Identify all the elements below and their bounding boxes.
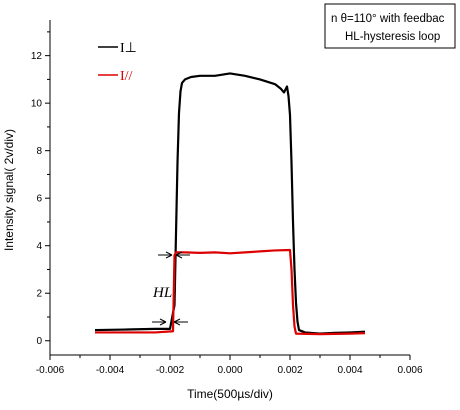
y-tick-label: 4 [36, 241, 42, 252]
x-axis-title: Time(500µs/div) [187, 387, 273, 401]
legend-label-par: I// [120, 69, 133, 84]
y-tick-label: 12 [31, 51, 43, 62]
note-line-1: n θ=110° with feedbac [331, 13, 445, 25]
x-tick-label: 0.006 [397, 365, 422, 376]
y-axis-title: Intensity signal( 2v/div) [2, 129, 16, 251]
x-tick-label: 0.002 [277, 365, 302, 376]
legend: I⊥ I// [98, 41, 137, 84]
note-box: n θ=110° with feedbac HL-hysteresis loop [324, 3, 456, 49]
note-box-frame [324, 3, 456, 49]
hl-arrowhead-lower-right [173, 318, 181, 326]
hl-arrowhead-lower-left [159, 318, 167, 326]
y-tick-label: 2 [36, 289, 42, 300]
hl-arrowhead-upper-left [165, 251, 173, 259]
x-tick-label: 0.004 [337, 365, 362, 376]
axes [49, 20, 410, 356]
series-line-0 [94, 72, 366, 335]
x-tick-label: 0.000 [217, 365, 242, 376]
x-tick-label: -0.002 [156, 365, 185, 376]
x-tick-label: -0.006 [36, 365, 65, 376]
series-line-1 [95, 248, 366, 336]
y-tick-label: 6 [36, 194, 42, 205]
hl-arrowhead-upper-right [175, 251, 183, 259]
y-tick-label: 10 [31, 99, 43, 110]
hl-label: HL [152, 285, 172, 301]
series-layer [94, 72, 366, 336]
ticks: -0.006 -0.004 -0.002 0.000 0.002 0.004 0.006 0 2… [31, 31, 423, 376]
hysteresis-annotation: HL [152, 251, 190, 326]
x-tick-label: -0.004 [96, 365, 125, 376]
y-tick-label: 8 [36, 146, 42, 157]
y-tick-label: 0 [36, 336, 42, 347]
note-line-2: HL-hysteresis loop [345, 31, 440, 43]
legend-label-perp: I⊥ [120, 41, 137, 56]
